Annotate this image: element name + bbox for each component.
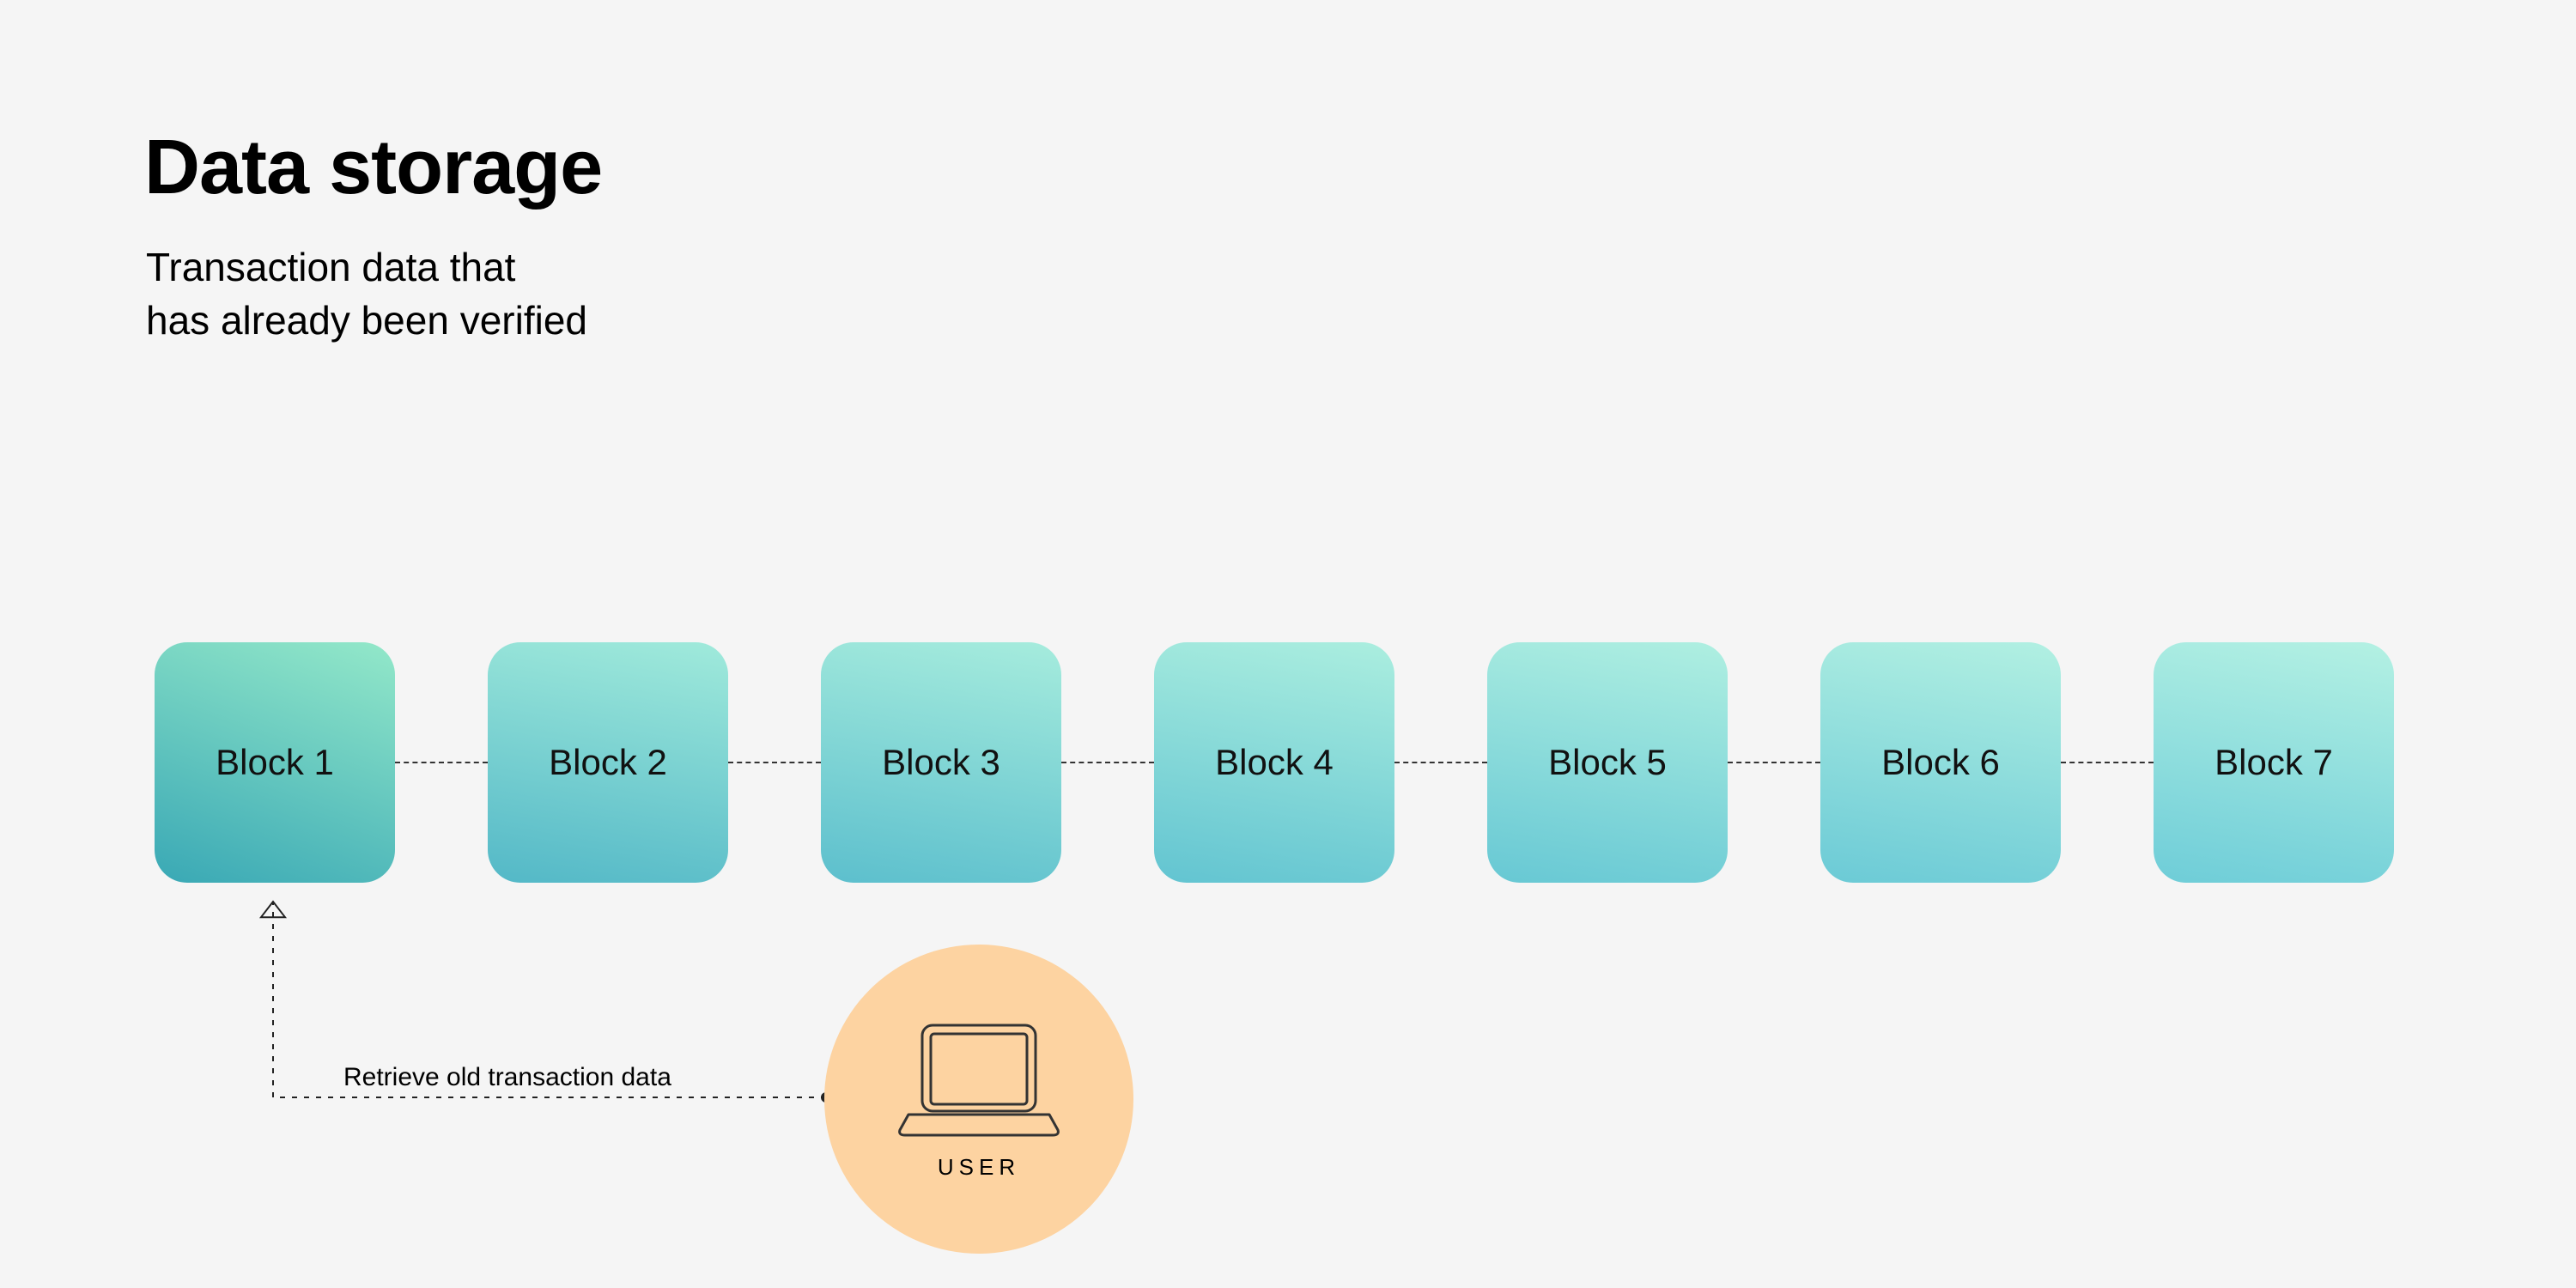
block-3: Block 3 bbox=[821, 642, 1061, 883]
block-connector bbox=[1061, 762, 1154, 763]
user-node: USER bbox=[824, 945, 1133, 1254]
subtitle-line-2: has already been verified bbox=[146, 298, 587, 343]
block-connector bbox=[2061, 762, 2154, 763]
block-connector bbox=[1394, 762, 1487, 763]
block-7: Block 7 bbox=[2154, 642, 2394, 883]
block-6: Block 6 bbox=[1820, 642, 2061, 883]
block-4: Block 4 bbox=[1154, 642, 1394, 883]
block-1: Block 1 bbox=[155, 642, 395, 883]
laptop-icon bbox=[893, 1018, 1065, 1139]
block-connector bbox=[1728, 762, 1820, 763]
block-connector bbox=[395, 762, 488, 763]
subtitle-line-1: Transaction data that bbox=[146, 245, 515, 289]
diagram-subtitle: Transaction data that has already been v… bbox=[146, 240, 587, 347]
retrieve-label: Retrieve old transaction data bbox=[343, 1063, 671, 1092]
block-2: Block 2 bbox=[488, 642, 728, 883]
diagram-title: Data storage bbox=[144, 124, 602, 212]
blockchain-row: Block 1 Block 2 Block 3 Block 4 Block 5 Block… bbox=[155, 642, 2394, 883]
block-connector bbox=[728, 762, 821, 763]
block-5: Block 5 bbox=[1487, 642, 1728, 883]
user-label: USER bbox=[938, 1154, 1020, 1181]
